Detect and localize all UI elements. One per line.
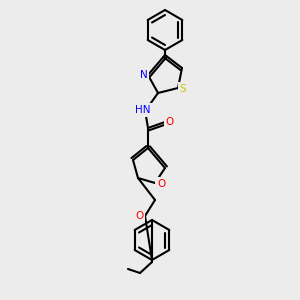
Text: O: O bbox=[135, 211, 143, 221]
Text: N: N bbox=[140, 70, 148, 80]
Text: O: O bbox=[166, 117, 174, 127]
Text: S: S bbox=[180, 84, 186, 94]
Text: HN: HN bbox=[135, 105, 151, 115]
Text: O: O bbox=[157, 179, 165, 189]
